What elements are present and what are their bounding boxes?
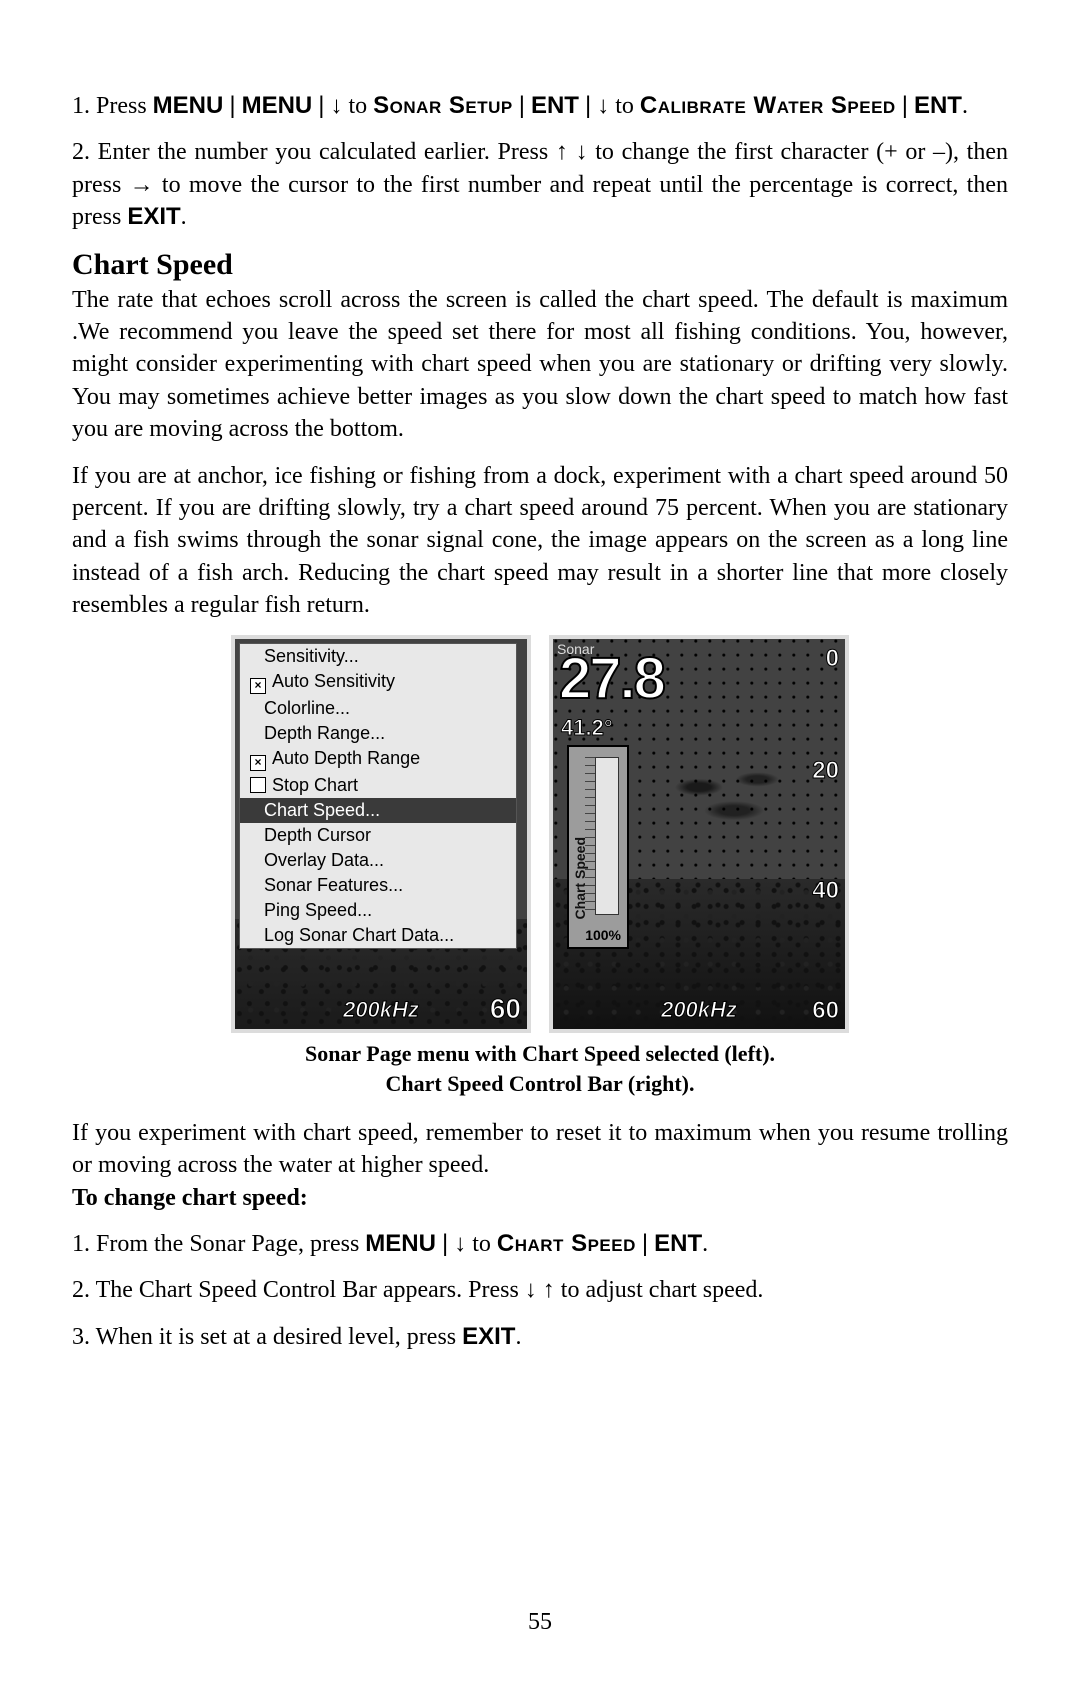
text: . [515,1324,521,1350]
menu-item: × Auto Sensitivity [240,669,516,696]
menu-item-label: Ping Speed... [264,900,372,920]
separator: | [442,1230,448,1257]
menu-item: Overlay Data... [240,848,516,873]
down-arrow-icon: ↓ [330,92,342,119]
step-2-top: 2. Enter the number you calculated earli… [72,136,1008,233]
screenshot-sonar-menu: Sensitivity... × Auto Sensitivity Colorline… [231,635,531,1033]
menu-path-sonar-setup: Sonar Setup [373,92,513,119]
step-1-top: 1. Press MENU | MENU | ↓ to Sonar Setup … [72,90,1008,122]
figure-caption: Sonar Page menu with Chart Speed selecte… [72,1039,1008,1098]
separator: | [585,92,591,119]
key-exit: EXIT [127,203,180,230]
menu-item-label: Depth Cursor [264,825,371,845]
text: to [348,93,373,119]
speedbar-label: Chart Speed [572,837,588,919]
menu-item: Depth Cursor [240,823,516,848]
menu-item: Stop Chart [240,773,516,798]
separator: | [229,92,235,119]
key-menu: MENU [365,1230,436,1257]
down-arrow-icon: ↓ [597,92,609,119]
text: 3. When it is set at a desired level, pr… [72,1324,462,1350]
text: to [615,93,640,119]
text: 1. Press [72,93,153,119]
frequency-label: 200kHz [343,997,419,1023]
text: to [472,1231,497,1257]
speedbar-track [595,757,619,915]
text: 1. From the Sonar Page, press [72,1231,365,1257]
separator: | [519,92,525,119]
temperature-readout: 41.2° [561,715,613,741]
text: 2. Enter the number you calculated earli… [72,139,1008,230]
menu-item-label: Auto Depth Range [272,748,420,768]
menu-item: Colorline... [240,696,516,721]
depth-scale-20: 20 [812,757,839,785]
caption-line-1: Sonar Page menu with Chart Speed selecte… [305,1041,775,1066]
checkbox-icon [250,777,266,793]
section-heading-chart-speed: Chart Speed [72,248,1008,282]
menu-item: Sensitivity... [240,644,516,669]
key-ent: ENT [914,92,962,119]
menu-item-label: Log Sonar Chart Data... [264,925,454,945]
key-menu: MENU [153,92,224,119]
depth-scale-60: 60 [490,993,521,1025]
menu-item: Sonar Features... [240,873,516,898]
paragraph-1: The rate that echoes scroll across the s… [72,284,1008,446]
sonar-menu-panel: Sensitivity... × Auto Sensitivity Colorline… [239,643,517,949]
step-1-bottom: 1. From the Sonar Page, press MENU | ↓ t… [72,1228,1008,1260]
paragraph-3: If you experiment with chart speed, reme… [72,1117,1008,1214]
screenshot-chart-speed-bar: Sonar 27.8 41.2° 0 20 40 60 Chart Speed … [549,635,849,1033]
depth-scale-0: 0 [826,645,839,673]
text: If you experiment with chart speed, reme… [72,1120,1008,1178]
paragraph-2: If you are at anchor, ice fishing or fis… [72,460,1008,622]
depth-scale-40: 40 [812,877,839,905]
key-ent: ENT [654,1230,702,1257]
menu-item: Log Sonar Chart Data... [240,923,516,948]
key-ent: ENT [531,92,579,119]
menu-item-label: Depth Range... [264,723,385,743]
menu-item-label: Sensitivity... [264,646,359,666]
menu-path-chart-speed: Chart Speed [497,1230,636,1257]
frequency-label: 200kHz [661,997,737,1023]
key-exit: EXIT [462,1323,515,1350]
text: . [962,93,968,119]
menu-item-label: Chart Speed... [264,800,380,820]
separator: | [642,1230,648,1257]
figure-row: Sensitivity... × Auto Sensitivity Colorline… [72,635,1008,1033]
down-arrow-icon: ↓ [454,1230,466,1257]
step-2-bottom: 2. The Chart Speed Control Bar appears. … [72,1274,1008,1306]
chart-speed-control-bar: Chart Speed 100% [567,745,629,949]
menu-item: × Auto Depth Range [240,746,516,773]
depth-readout: 27.8 [559,645,664,712]
depth-scale-60: 60 [812,997,839,1025]
manual-page: 1. Press MENU | MENU | ↓ to Sonar Setup … [0,0,1080,1682]
key-menu: MENU [242,92,313,119]
separator: | [318,92,324,119]
menu-item-label: Colorline... [264,698,350,718]
menu-item-label: Sonar Features... [264,875,403,895]
menu-item-label: Stop Chart [272,775,358,795]
text: . [181,204,187,230]
checkbox-icon: × [250,755,266,771]
menu-item: Depth Range... [240,721,516,746]
menu-item-label: Auto Sensitivity [272,671,395,691]
speedbar-percent: 100% [585,927,621,943]
checkbox-icon: × [250,678,266,694]
text: . [702,1231,708,1257]
page-number: 55 [0,1609,1080,1636]
caption-line-2: Chart Speed Control Bar (right). [385,1071,694,1096]
menu-item: Chart Speed... [240,798,516,823]
menu-item-label: Overlay Data... [264,850,384,870]
subheading-to-change: To change chart speed: [72,1185,308,1211]
menu-path-calibrate: Calibrate Water Speed [640,92,896,119]
separator: | [902,92,908,119]
step-3-bottom: 3. When it is set at a desired level, pr… [72,1321,1008,1353]
menu-item: Ping Speed... [240,898,516,923]
